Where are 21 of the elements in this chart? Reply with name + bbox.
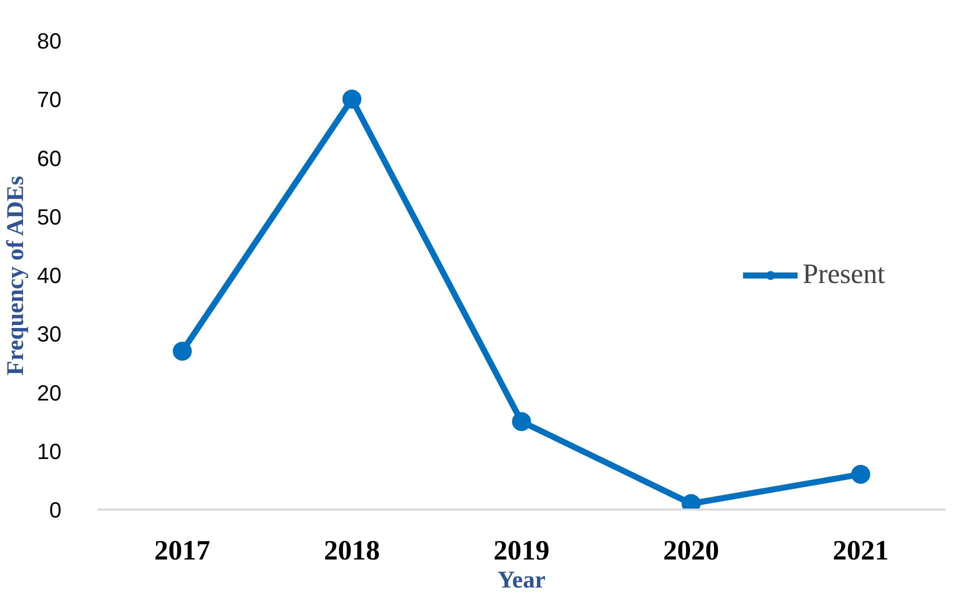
legend-label: Present bbox=[802, 258, 885, 290]
point bbox=[512, 412, 531, 432]
point bbox=[851, 464, 870, 484]
y-tick-label: 70 bbox=[37, 87, 62, 112]
x-tick-label: 2018 bbox=[324, 536, 380, 566]
x-axis-title: Year bbox=[498, 568, 546, 594]
y-tick-label: 30 bbox=[37, 322, 62, 347]
y-tick-label: 0 bbox=[49, 498, 62, 522]
y-tick-label: 60 bbox=[37, 146, 62, 171]
y-tick-label: 80 bbox=[37, 28, 62, 54]
y-axis-title: Frequency of ADEs bbox=[3, 176, 30, 376]
y-tick-label: 10 bbox=[37, 438, 62, 464]
y-tick-label: 20 bbox=[37, 380, 62, 406]
point bbox=[172, 342, 192, 361]
point bbox=[342, 90, 362, 109]
y-tick-label: 50 bbox=[37, 204, 62, 230]
x-tick-label: 2020 bbox=[663, 536, 720, 566]
x-tick-label: 2017 bbox=[154, 536, 210, 566]
x-tick-label: 2021 bbox=[832, 536, 889, 566]
y-tick-label: 40 bbox=[37, 263, 62, 288]
x-tick-label: 2019 bbox=[494, 536, 550, 566]
